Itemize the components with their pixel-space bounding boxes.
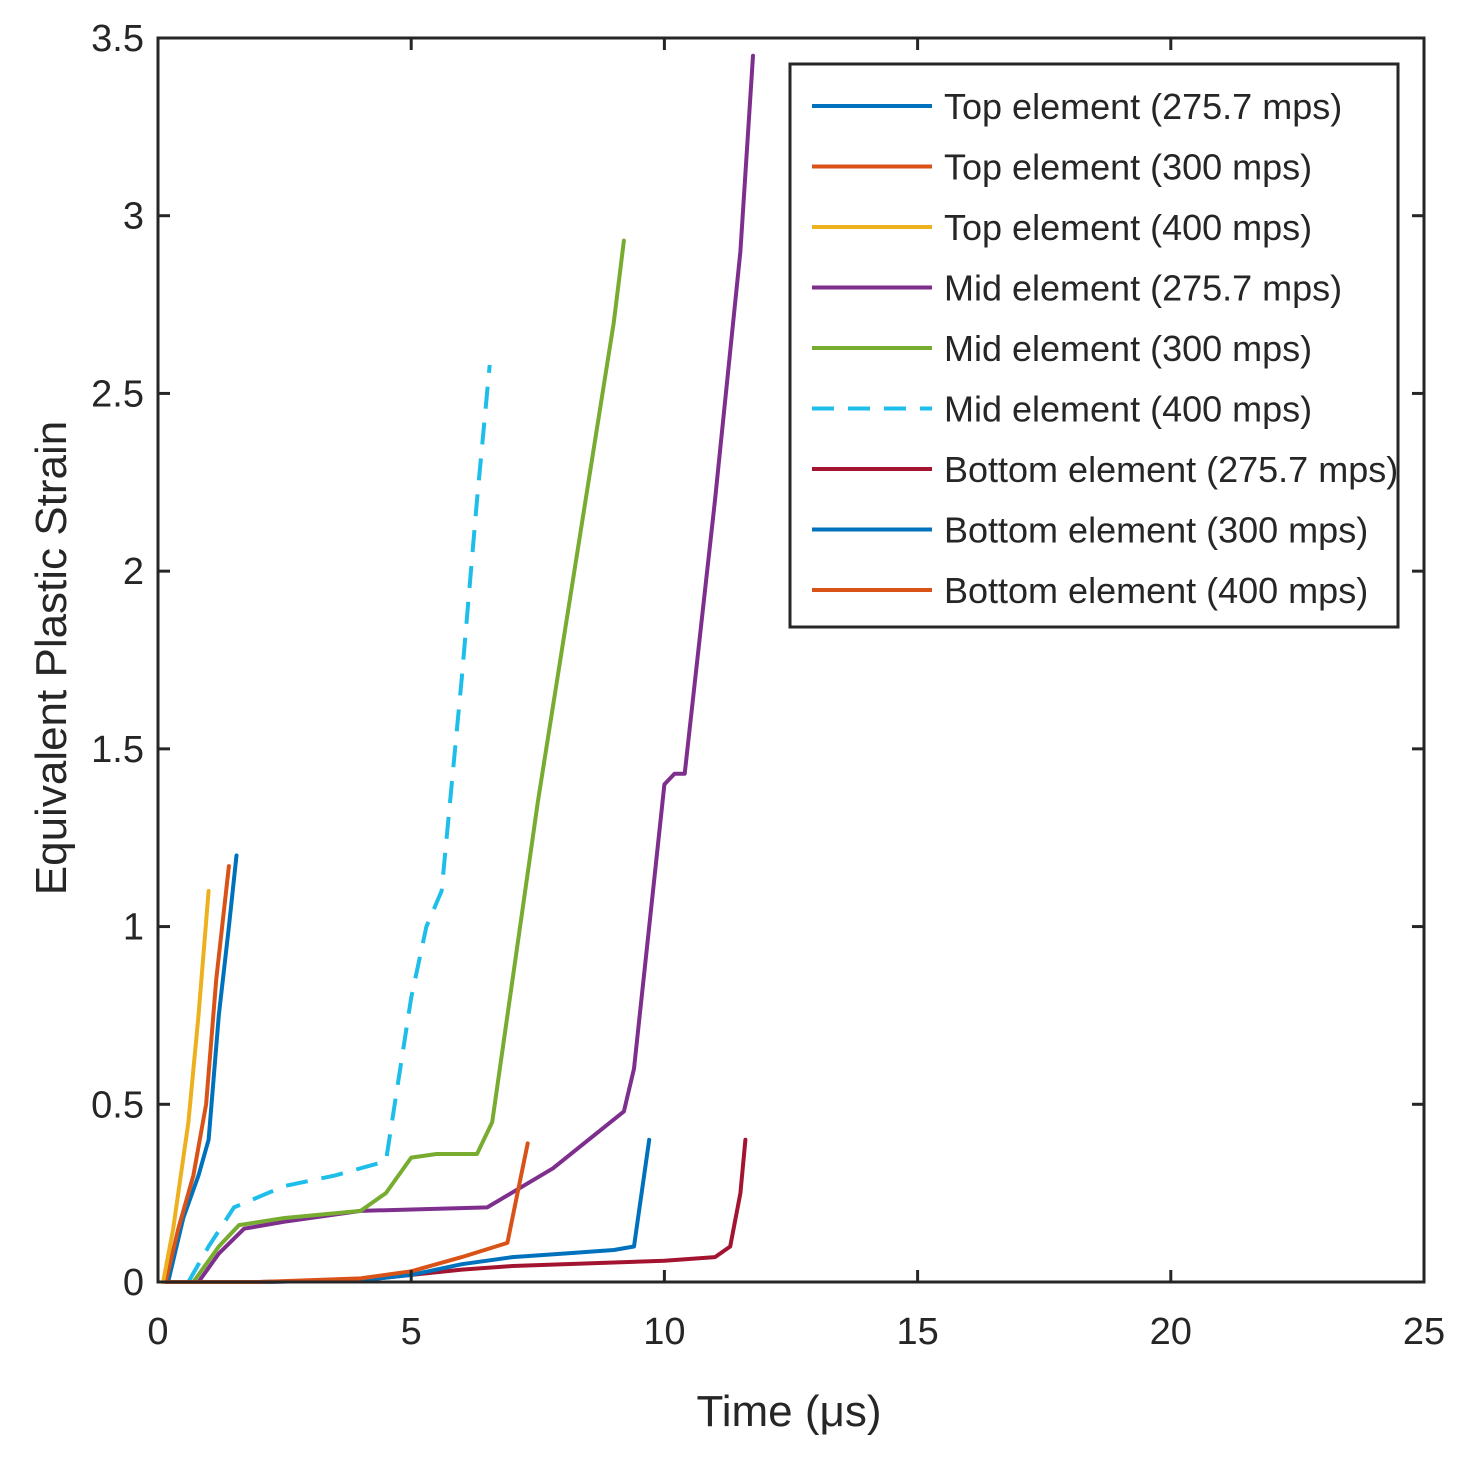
y-tick-label: 1.5 bbox=[91, 729, 144, 771]
y-tick-label: 2 bbox=[123, 551, 144, 593]
y-tick-label: 2.5 bbox=[91, 373, 144, 415]
legend-label-9: Bottom element (400 mps) bbox=[944, 570, 1368, 611]
y-tick-label: 0.5 bbox=[91, 1084, 144, 1126]
x-tick-label: 25 bbox=[1403, 1311, 1445, 1353]
legend-label-6: Mid element (400 mps) bbox=[944, 389, 1312, 430]
legend-label-7: Bottom element (275.7 mps) bbox=[944, 449, 1398, 490]
series-line-3 bbox=[161, 889, 211, 1284]
series-line-4 bbox=[196, 53, 755, 1284]
legend-label-3: Top element (400 mps) bbox=[944, 207, 1312, 248]
legend-label-4: Mid element (275.7 mps) bbox=[944, 268, 1342, 309]
legend-label-8: Bottom element (300 mps) bbox=[944, 510, 1368, 551]
y-tick-label: 3 bbox=[123, 196, 144, 238]
y-tick-label: 0 bbox=[123, 1262, 144, 1304]
series-line-2 bbox=[163, 864, 231, 1284]
y-tick-label: 1 bbox=[123, 907, 144, 949]
series-line-5 bbox=[191, 238, 626, 1284]
y-axis-label: Equivalent Plastic Strain bbox=[27, 421, 76, 895]
legend-label-1: Top element (275.7 mps) bbox=[944, 86, 1342, 127]
x-axis-label: Time (μs) bbox=[696, 1387, 881, 1436]
series-line-6 bbox=[186, 364, 492, 1283]
legend-box bbox=[788, 62, 1400, 629]
x-tick-label: 20 bbox=[1150, 1311, 1192, 1353]
y-tick-label: 3.5 bbox=[91, 18, 144, 60]
plot-frame bbox=[156, 36, 1426, 1284]
x-tick-label: 10 bbox=[643, 1311, 685, 1353]
x-tick-label: 5 bbox=[401, 1311, 422, 1353]
x-tick-label: 15 bbox=[896, 1311, 938, 1353]
legend-label-5: Mid element (300 mps) bbox=[944, 328, 1312, 369]
legend-label-2: Top element (300 mps) bbox=[944, 147, 1312, 188]
x-tick-label: 0 bbox=[147, 1311, 168, 1353]
